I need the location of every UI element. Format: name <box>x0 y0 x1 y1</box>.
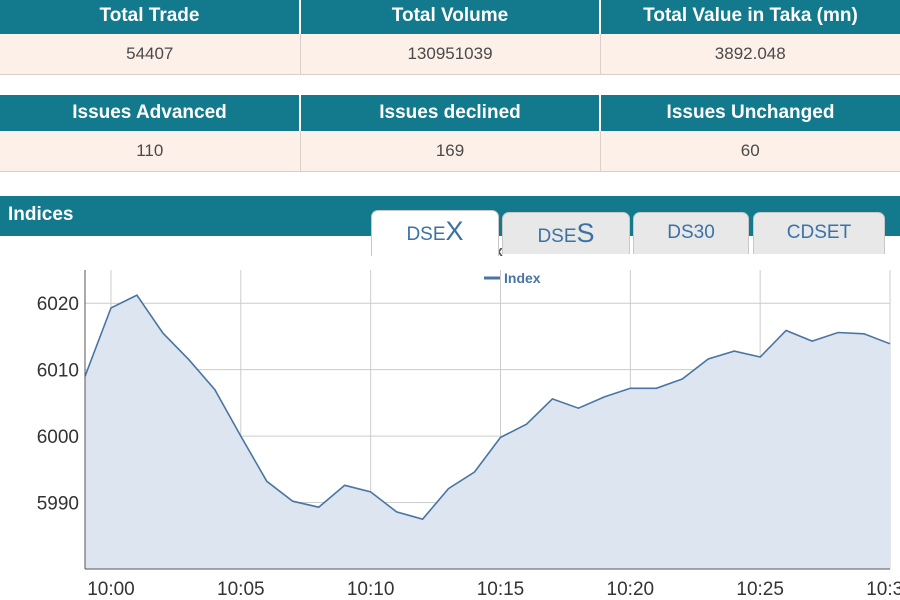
x-tick-label: 10:25 <box>736 579 784 600</box>
tab-dses-letter: S <box>576 218 595 248</box>
x-tick-label: 10:30 <box>866 579 900 600</box>
x-tick-label: 10:10 <box>347 579 395 600</box>
x-tick-label: 10:15 <box>477 579 525 600</box>
index-area <box>85 295 890 569</box>
index-line <box>84 294 891 521</box>
tab-dsex[interactable]: DSEX <box>371 210 499 256</box>
issues-advanced-header: Issues Advanced <box>0 95 301 131</box>
y-tick-label: 6000 <box>37 427 79 448</box>
tab-dsex-label: DSE <box>406 224 446 245</box>
total-trade-header: Total Trade <box>0 0 301 34</box>
x-tick-label: 10:20 <box>607 579 655 600</box>
total-volume-header: Total Volume <box>300 0 601 34</box>
market-summary-table: Total Trade Total Volume Total Value in … <box>0 0 900 75</box>
x-tick-label: 10:05 <box>217 579 265 600</box>
issues-advanced-value: 110 <box>0 131 301 172</box>
issues-unchanged-header: Issues Unchanged <box>600 95 900 131</box>
total-trade-value: 54407 <box>0 34 301 75</box>
tab-dses[interactable]: DSES <box>502 212 630 254</box>
issues-unchanged-value: 60 <box>600 131 900 172</box>
tab-cdset-label: CDSET <box>786 222 852 243</box>
issues-declined-value: 169 <box>300 131 601 172</box>
indices-title: Indices <box>8 204 74 225</box>
issues-table: Issues Advanced Issues declined Issues U… <box>0 95 900 172</box>
dse-broad-index-chart: 5990 6000 6010 6020 10:00 10:05 10:10 10:15 10:2… <box>37 243 900 600</box>
x-tick-label: 10:00 <box>87 579 135 600</box>
tab-ds30-label: DS30 <box>667 222 715 243</box>
y-tick-label: 6020 <box>37 294 79 315</box>
tab-ds30[interactable]: DS30 <box>633 212 749 254</box>
legend-entry-index: Index <box>504 270 541 286</box>
total-value-header: Total Value in Taka (mn) <box>600 0 900 34</box>
issues-declined-header: Issues declined <box>300 95 601 131</box>
y-tick-label: 5990 <box>37 494 79 515</box>
total-volume-value: 130951039 <box>300 34 601 75</box>
tab-cdset[interactable]: CDSET <box>753 212 885 254</box>
tab-dsex-letter: X <box>445 216 464 246</box>
tab-dses-label: DSE <box>537 226 577 247</box>
total-value-value: 3892.048 <box>600 34 900 75</box>
y-tick-label: 6010 <box>37 361 79 382</box>
